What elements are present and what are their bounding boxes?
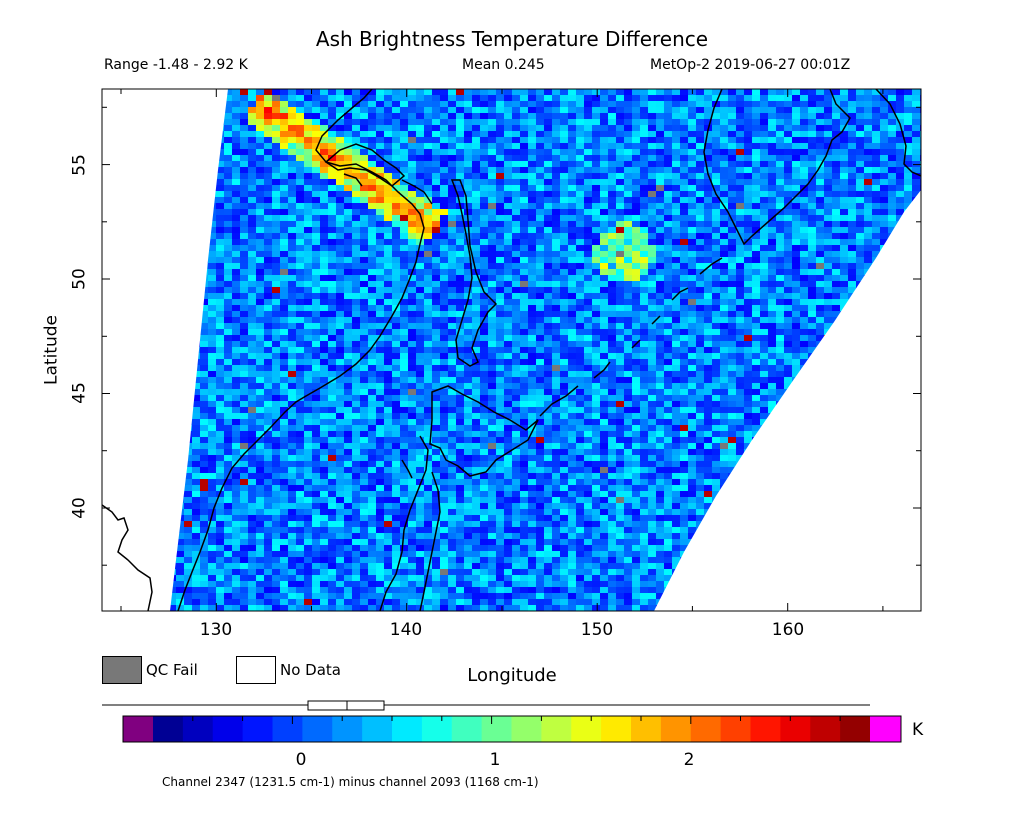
y-tick-label: 50 — [69, 268, 90, 290]
colorbar-cell — [541, 716, 572, 742]
colorbar-cell — [571, 716, 602, 742]
colorbar-cell — [182, 716, 214, 742]
colorbar-cell — [601, 716, 632, 742]
coast-east-edge — [875, 89, 921, 177]
colorbar-cell — [690, 716, 722, 742]
colorbar-cell — [332, 716, 363, 742]
coast-honshu — [379, 435, 441, 611]
coast-hokkaido — [429, 385, 539, 477]
colorbar-caption: Channel 2347 (1231.5 cm-1) minus channel… — [162, 775, 539, 789]
y-tick-label: 40 — [69, 497, 90, 519]
coast-korea-china — [102, 504, 153, 611]
colorbar-cell — [153, 716, 184, 742]
colorbar-cell — [720, 716, 752, 742]
no-data-swatch — [236, 656, 276, 684]
qc-fail-label: QC Fail — [146, 661, 198, 679]
y-tick-label: 45 — [69, 382, 90, 404]
x-tick-label: 150 — [580, 620, 614, 640]
colorbar-gradient — [153, 716, 871, 742]
colorbar-cell — [302, 716, 333, 742]
axis-ticks — [102, 89, 921, 611]
x-tick-label: 160 — [771, 620, 805, 640]
chart-title: Ash Brightness Temperature Difference — [315, 27, 709, 51]
colorbar-cell — [242, 716, 274, 742]
coast-kamchatka — [703, 89, 851, 246]
colorbar-cell — [660, 716, 692, 742]
x-axis-label: Longitude — [467, 665, 557, 686]
colorbar-cell — [362, 716, 393, 742]
colorbar-cell — [392, 716, 423, 742]
qc-fail-swatch — [102, 656, 142, 684]
colorbar-cell — [810, 716, 841, 742]
colorbar-underflow-swatch — [123, 716, 153, 742]
satellite-time-label: MetOp-2 2019-06-27 00:01Z — [650, 57, 851, 73]
colorbar-tick-label: 2 — [683, 750, 695, 770]
map-frame — [101, 88, 922, 612]
y-tick-label: 55 — [69, 154, 90, 176]
colorbar-cell — [750, 716, 781, 742]
mean-label: Mean 0.245 — [462, 57, 545, 73]
range-label: Range -1.48 - 2.92 K — [104, 57, 248, 73]
colorbar-tick-label: 1 — [489, 750, 501, 770]
coast-magadan — [324, 143, 433, 205]
colorbar-box-marker — [307, 700, 385, 711]
colorbar-cell — [780, 716, 811, 742]
x-tick-label: 130 — [199, 620, 233, 640]
colorbar-cell — [272, 716, 303, 742]
colorbar-overflow-swatch — [870, 716, 901, 742]
coastlines — [102, 89, 921, 611]
colorbar-ticks — [192, 716, 841, 724]
colorbar — [102, 700, 902, 743]
colorbar-cell — [511, 716, 542, 742]
colorbar-cell — [840, 716, 871, 742]
no-data-label: No Data — [280, 661, 341, 679]
colorbar-cell — [421, 716, 453, 742]
map-area — [101, 88, 922, 612]
colorbar-cell — [631, 716, 662, 742]
colorbar-unit-label: K — [912, 720, 924, 740]
colorbar-frame — [122, 715, 902, 743]
x-tick-label: 140 — [389, 620, 423, 640]
y-axis-label: Latitude — [41, 315, 62, 385]
colorbar-cell — [481, 716, 513, 742]
ash-btd-swath — [170, 89, 921, 611]
coast-asia-mainland — [177, 89, 425, 611]
colorbar-cell — [451, 716, 483, 742]
colorbar-cell — [212, 716, 244, 742]
coast-sakhalin — [450, 179, 498, 367]
colorbar-tick-label: 0 — [295, 750, 307, 770]
coast-kurils — [539, 257, 723, 417]
